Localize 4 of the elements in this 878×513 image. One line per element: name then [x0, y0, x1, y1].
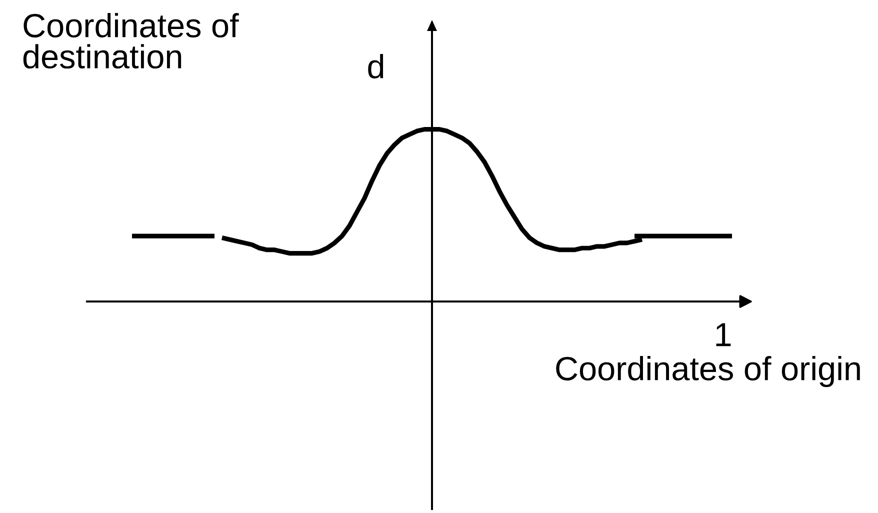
x-axis-title: Coordinates of origin [556, 356, 860, 388]
y-axis-title: Coordinates of destination [23, 13, 239, 69]
text: d [368, 54, 384, 78]
text: 1 [716, 323, 731, 346]
